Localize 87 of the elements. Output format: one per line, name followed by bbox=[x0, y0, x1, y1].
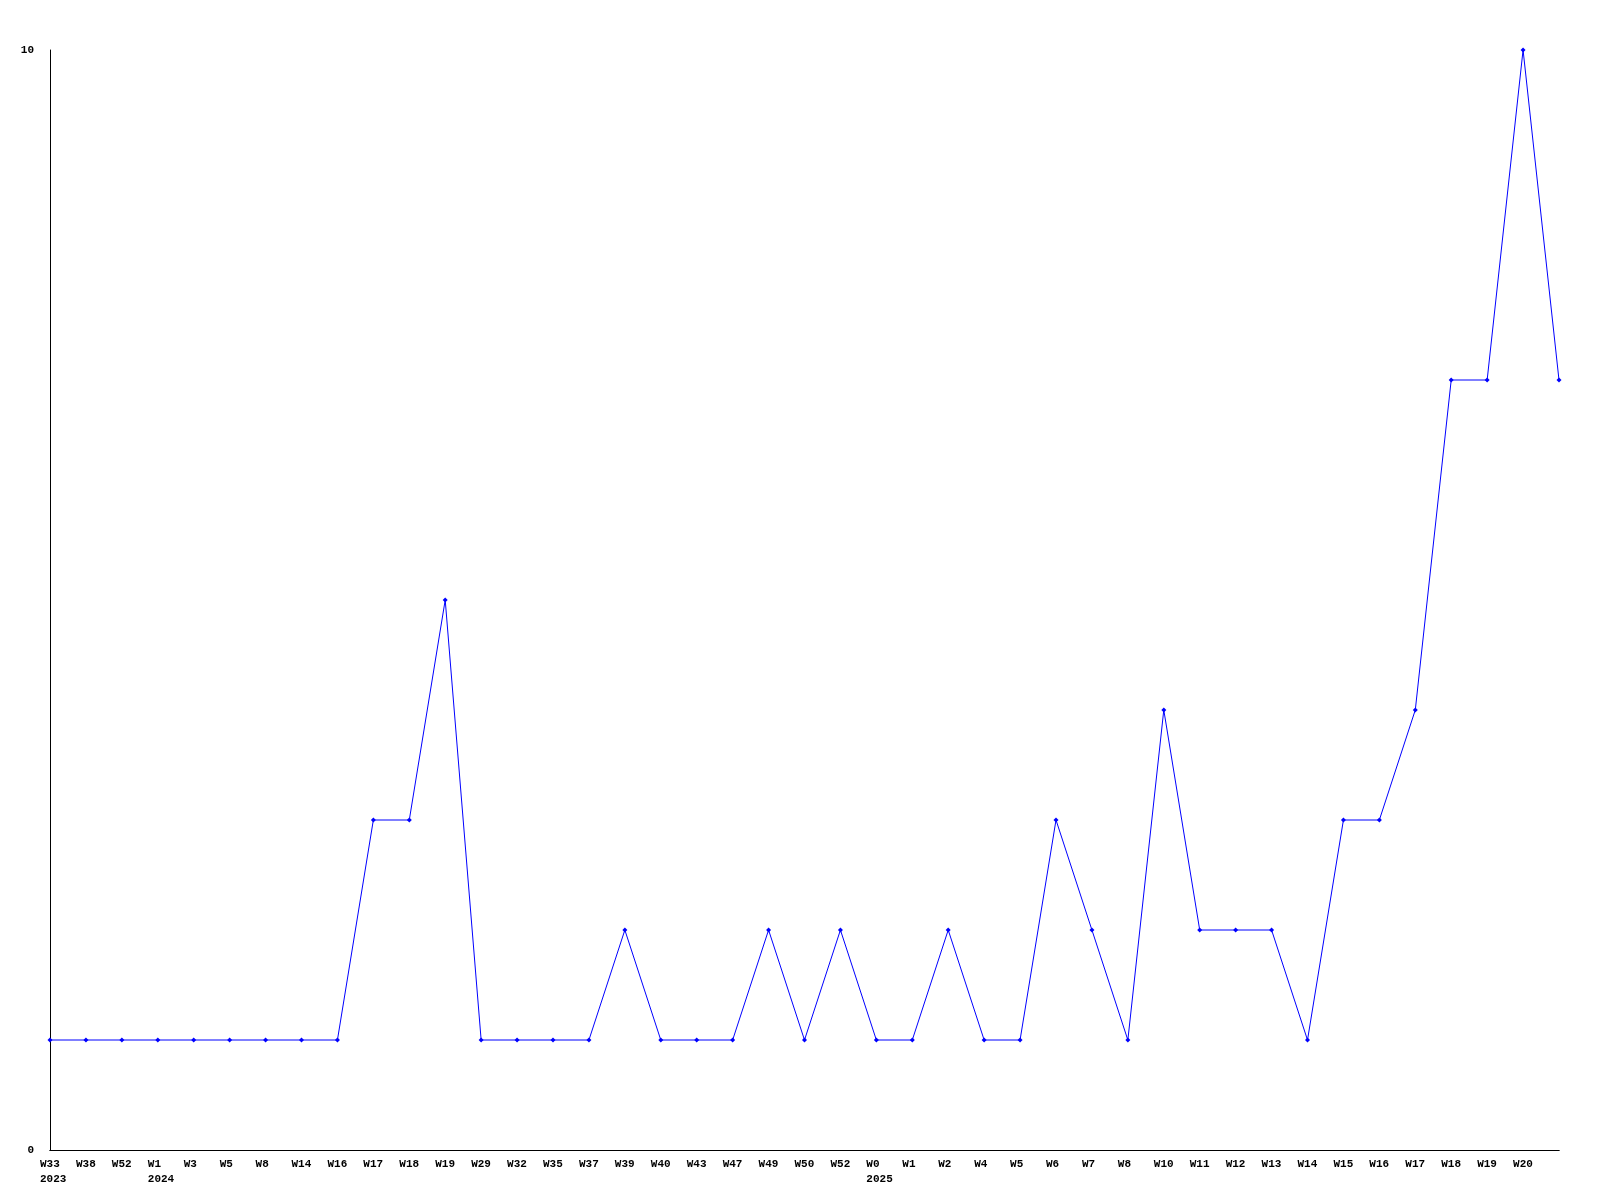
x-tick-label: W11 bbox=[1189, 1157, 1210, 1170]
x-tick-label: W47 bbox=[722, 1157, 743, 1170]
point bbox=[1520, 47, 1526, 53]
point bbox=[1053, 817, 1059, 823]
x-tick-label: W2 bbox=[938, 1157, 952, 1170]
point bbox=[622, 927, 628, 933]
point bbox=[478, 1037, 484, 1043]
point bbox=[694, 1037, 700, 1043]
x-tick-label: W20 bbox=[1513, 1157, 1533, 1170]
point bbox=[1197, 927, 1203, 933]
x-tick-label: W40 bbox=[650, 1157, 671, 1170]
point bbox=[514, 1037, 520, 1043]
x-tick-label: W18 bbox=[1441, 1157, 1462, 1170]
x-tick-label: W19 bbox=[1477, 1157, 1497, 1170]
point bbox=[1412, 707, 1418, 713]
x-tick-label: W43 bbox=[686, 1157, 707, 1170]
x-tick-label: W18 bbox=[399, 1157, 420, 1170]
point bbox=[47, 1037, 53, 1043]
x-tick-label: W5 bbox=[1010, 1157, 1024, 1170]
point bbox=[155, 1037, 161, 1043]
point bbox=[873, 1037, 879, 1043]
x-tick-label: W50 bbox=[794, 1157, 815, 1170]
point bbox=[334, 1037, 340, 1043]
x-tick-label: W33 2023 bbox=[40, 1157, 67, 1185]
x-tick-label: W32 bbox=[507, 1157, 527, 1170]
x-tick-label: W38 bbox=[75, 1157, 97, 1170]
x-tick-label: W13 bbox=[1261, 1157, 1282, 1170]
point bbox=[442, 597, 448, 603]
point bbox=[586, 1037, 592, 1043]
point bbox=[406, 817, 412, 823]
point bbox=[730, 1037, 736, 1043]
x-tick-label: W4 bbox=[974, 1157, 988, 1170]
point bbox=[191, 1037, 197, 1043]
x-tick-label: W14 bbox=[1297, 1157, 1318, 1170]
x-tick-label: W3 bbox=[183, 1157, 198, 1170]
point bbox=[1269, 927, 1275, 933]
point bbox=[837, 927, 843, 933]
point bbox=[766, 927, 772, 933]
x-tick-label: W37 bbox=[578, 1157, 599, 1170]
point bbox=[227, 1037, 233, 1043]
point bbox=[370, 817, 376, 823]
point bbox=[1089, 927, 1095, 933]
point bbox=[299, 1037, 304, 1043]
x-tick-label: W6 bbox=[1046, 1157, 1060, 1170]
x-tick-label: W8 bbox=[1117, 1157, 1132, 1170]
point bbox=[1233, 927, 1239, 933]
x-tick-label: W29 bbox=[471, 1157, 491, 1170]
x-tick-label: W1 bbox=[902, 1157, 916, 1170]
point bbox=[909, 1037, 915, 1043]
x-tick-label: W39 bbox=[614, 1157, 635, 1170]
x-tick-label: W1 2024 bbox=[147, 1157, 175, 1185]
x-tick-label: W17 bbox=[363, 1157, 384, 1170]
point bbox=[1448, 377, 1454, 383]
x-tick-label: W49 bbox=[758, 1157, 779, 1170]
x-tick-label: W15 bbox=[1333, 1157, 1354, 1170]
point bbox=[1305, 1037, 1310, 1043]
x-tick-label: W10 bbox=[1153, 1157, 1174, 1170]
point bbox=[1484, 377, 1490, 383]
point bbox=[658, 1037, 664, 1043]
point bbox=[1017, 1037, 1023, 1043]
x-tick-label: W19 bbox=[435, 1157, 456, 1170]
x-tick-label: W16 bbox=[1369, 1157, 1390, 1170]
y-tick-label: 0 bbox=[27, 1144, 34, 1156]
x-tick-label: W16 bbox=[327, 1157, 348, 1170]
x-tick-label: W52 bbox=[830, 1157, 851, 1170]
x-tick-label: W12 bbox=[1225, 1157, 1246, 1170]
x-tick-label: W52 bbox=[111, 1157, 132, 1170]
x-tick-label: W5 bbox=[219, 1157, 234, 1170]
x-tick-label: W0 2025 bbox=[866, 1157, 894, 1185]
point bbox=[1125, 1037, 1131, 1043]
point bbox=[119, 1037, 125, 1043]
point bbox=[802, 1037, 807, 1043]
y-tick-label: 10 bbox=[20, 44, 34, 56]
point bbox=[945, 927, 951, 933]
point bbox=[1556, 377, 1562, 383]
x-tick-label: W14 bbox=[291, 1157, 312, 1170]
point bbox=[981, 1037, 987, 1043]
point bbox=[1376, 817, 1382, 823]
point bbox=[550, 1037, 556, 1043]
point bbox=[83, 1037, 89, 1043]
x-tick-label: W17 bbox=[1405, 1157, 1426, 1170]
x-tick-label: W8 bbox=[255, 1157, 270, 1170]
point bbox=[263, 1037, 269, 1043]
x-tick-label: W35 bbox=[543, 1157, 564, 1170]
point bbox=[1340, 817, 1346, 823]
x-tick-label: W7 bbox=[1081, 1157, 1096, 1170]
point bbox=[1161, 707, 1167, 713]
